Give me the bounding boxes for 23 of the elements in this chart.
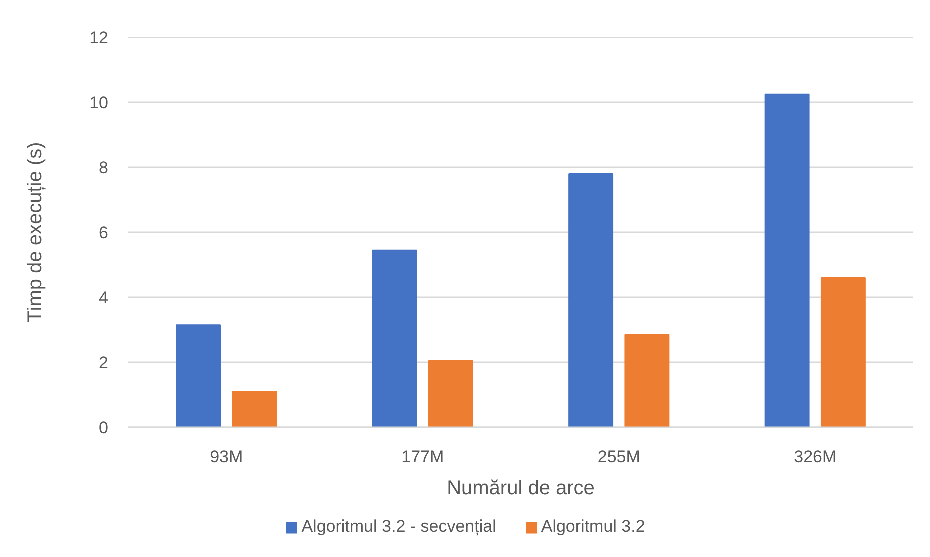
legend-label: Algoritmul 3.2 - secvențial — [302, 517, 496, 537]
y-axis-title: Timp de execuție (s) — [24, 142, 47, 323]
bar — [764, 94, 810, 428]
x-tick-label: 255M — [598, 448, 640, 466]
y-tick-label: 2 — [99, 354, 109, 372]
legend-label: Algoritmul 3.2 — [541, 517, 646, 537]
y-tick-label: 12 — [90, 28, 109, 48]
x-tick-label: 93M — [210, 448, 244, 466]
bar — [568, 174, 614, 428]
bar — [176, 324, 222, 428]
bar — [624, 334, 670, 428]
y-tick-label: 0 — [99, 418, 109, 438]
y-tick-label: 4 — [99, 288, 109, 308]
y-tick-label: 8 — [99, 158, 109, 178]
bar — [428, 360, 474, 428]
y-tick-label: 6 — [99, 224, 109, 242]
x-tick-label: 326M — [794, 448, 837, 466]
x-tick-label: 177M — [402, 448, 444, 466]
bar — [372, 250, 418, 428]
bar — [820, 278, 866, 428]
y-tick-label: 10 — [90, 94, 109, 112]
x-axis-title: Numărul de arce — [447, 478, 595, 500]
bar — [232, 391, 278, 428]
